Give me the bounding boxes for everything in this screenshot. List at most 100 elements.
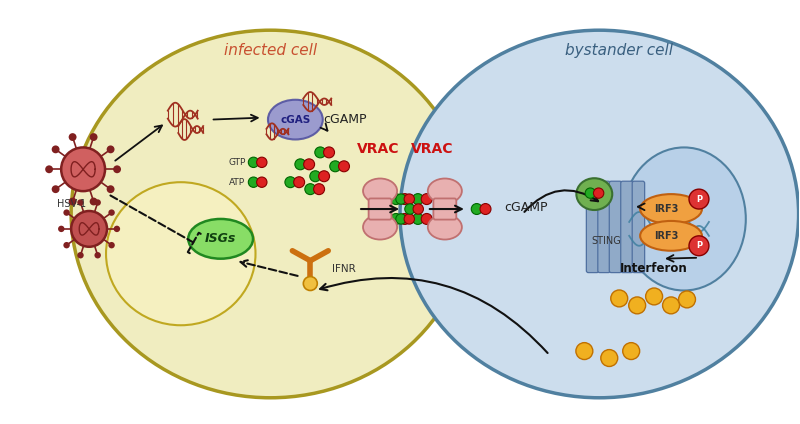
- Ellipse shape: [576, 178, 612, 210]
- Text: IRF3: IRF3: [654, 204, 678, 214]
- Circle shape: [94, 199, 101, 206]
- Circle shape: [422, 214, 432, 224]
- Circle shape: [106, 185, 114, 193]
- Text: IRF3: IRF3: [654, 231, 678, 241]
- Ellipse shape: [428, 179, 462, 203]
- Circle shape: [390, 214, 402, 224]
- FancyBboxPatch shape: [434, 198, 456, 220]
- Circle shape: [689, 236, 709, 256]
- Ellipse shape: [640, 194, 702, 224]
- Circle shape: [305, 184, 316, 195]
- Circle shape: [646, 288, 662, 305]
- Circle shape: [413, 204, 423, 214]
- Circle shape: [69, 198, 77, 206]
- Text: ATP: ATP: [230, 178, 246, 187]
- Circle shape: [610, 290, 628, 307]
- Circle shape: [248, 157, 258, 167]
- Circle shape: [285, 177, 296, 188]
- Text: cGAMP: cGAMP: [323, 113, 367, 126]
- Circle shape: [413, 214, 423, 224]
- Ellipse shape: [428, 215, 462, 240]
- FancyBboxPatch shape: [621, 181, 633, 273]
- Text: infected cell: infected cell: [224, 42, 317, 58]
- Circle shape: [257, 177, 267, 187]
- Circle shape: [314, 147, 326, 158]
- Circle shape: [622, 343, 640, 360]
- Circle shape: [601, 350, 618, 366]
- Circle shape: [108, 242, 115, 248]
- Circle shape: [404, 214, 414, 224]
- Circle shape: [295, 159, 306, 170]
- Circle shape: [480, 204, 491, 215]
- Circle shape: [71, 211, 107, 247]
- Circle shape: [405, 204, 415, 214]
- Text: bystander cell: bystander cell: [566, 42, 674, 58]
- Circle shape: [396, 214, 406, 224]
- Ellipse shape: [400, 30, 798, 398]
- Text: VRAC: VRAC: [410, 142, 453, 156]
- Ellipse shape: [363, 215, 397, 240]
- Circle shape: [304, 159, 314, 170]
- Circle shape: [396, 194, 406, 204]
- Circle shape: [294, 177, 305, 188]
- Circle shape: [471, 204, 482, 215]
- Text: P: P: [696, 241, 702, 250]
- Circle shape: [399, 194, 410, 204]
- Circle shape: [90, 133, 98, 141]
- Circle shape: [422, 194, 432, 204]
- Circle shape: [314, 184, 325, 195]
- Ellipse shape: [640, 221, 702, 251]
- Circle shape: [78, 199, 84, 206]
- Circle shape: [330, 161, 341, 172]
- Text: Interferon: Interferon: [620, 262, 688, 275]
- Circle shape: [78, 252, 84, 259]
- Circle shape: [61, 148, 105, 191]
- Circle shape: [303, 276, 318, 290]
- Circle shape: [678, 291, 695, 308]
- Text: STING: STING: [591, 236, 621, 246]
- Circle shape: [390, 194, 402, 204]
- Circle shape: [310, 171, 321, 182]
- FancyBboxPatch shape: [586, 181, 599, 273]
- FancyBboxPatch shape: [632, 181, 645, 273]
- Ellipse shape: [363, 179, 397, 203]
- Ellipse shape: [106, 182, 255, 325]
- Ellipse shape: [622, 148, 746, 290]
- Circle shape: [338, 161, 350, 172]
- Circle shape: [689, 189, 709, 209]
- Circle shape: [113, 165, 121, 173]
- Circle shape: [108, 209, 115, 216]
- Circle shape: [69, 133, 77, 141]
- Circle shape: [58, 226, 65, 232]
- Circle shape: [90, 198, 98, 206]
- Text: GTP: GTP: [228, 158, 246, 167]
- FancyBboxPatch shape: [598, 181, 610, 273]
- Text: HSV-1: HSV-1: [57, 199, 86, 209]
- Text: cGAS: cGAS: [280, 114, 310, 125]
- Circle shape: [52, 145, 59, 153]
- Circle shape: [323, 147, 334, 158]
- Ellipse shape: [268, 100, 322, 139]
- Circle shape: [413, 194, 423, 204]
- Circle shape: [257, 157, 267, 167]
- Circle shape: [63, 242, 70, 248]
- Circle shape: [52, 185, 59, 193]
- Text: ISGs: ISGs: [205, 232, 236, 245]
- Circle shape: [94, 252, 101, 259]
- Circle shape: [399, 214, 410, 224]
- Circle shape: [114, 226, 120, 232]
- Circle shape: [106, 145, 114, 153]
- Circle shape: [45, 165, 53, 173]
- Text: IFNR: IFNR: [332, 264, 356, 273]
- FancyBboxPatch shape: [369, 198, 391, 220]
- Circle shape: [594, 188, 604, 198]
- Circle shape: [404, 194, 414, 204]
- Text: VRAC: VRAC: [357, 142, 399, 156]
- Ellipse shape: [188, 219, 253, 259]
- Text: P: P: [696, 195, 702, 204]
- Circle shape: [63, 209, 70, 216]
- Text: cGAMP: cGAMP: [505, 201, 548, 214]
- Circle shape: [318, 171, 330, 182]
- Ellipse shape: [71, 30, 470, 398]
- Circle shape: [585, 188, 595, 198]
